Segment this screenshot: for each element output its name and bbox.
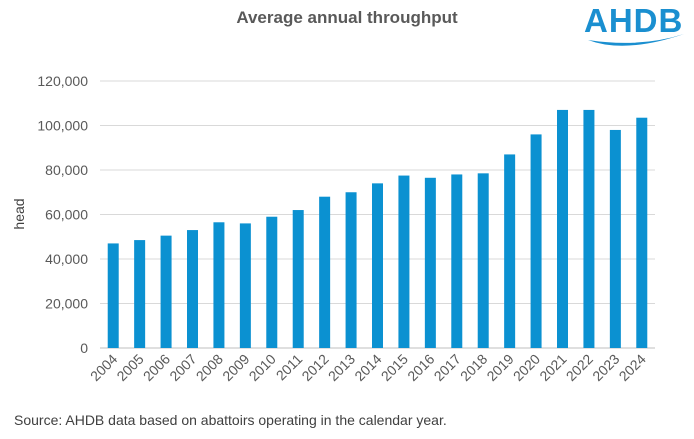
bar-2016 — [424, 177, 436, 348]
x-tick-label: 2017 — [431, 351, 464, 384]
bar-2005 — [134, 240, 146, 348]
bar-2013 — [345, 192, 357, 348]
logo-text: AHDB — [584, 2, 684, 39]
x-tick-label: 2023 — [589, 351, 622, 384]
bar-2020 — [530, 134, 542, 348]
x-tick-label: 2004 — [87, 351, 120, 384]
x-tick-label: 2012 — [298, 351, 331, 384]
y-tick-label: 20,000 — [45, 296, 88, 312]
x-tick-label: 2005 — [113, 351, 146, 384]
y-tick-label: 120,000 — [37, 73, 88, 89]
x-tick-label: 2009 — [219, 351, 252, 384]
x-tick-label: 2011 — [273, 351, 306, 384]
bar-2017 — [451, 174, 463, 348]
y-tick-label: 60,000 — [45, 207, 88, 223]
x-tick-label: 2008 — [193, 351, 226, 384]
x-tick-label: 2006 — [140, 351, 173, 384]
x-tick-label: 2019 — [483, 351, 516, 384]
bar-2015 — [398, 175, 410, 348]
x-tick-label: 2014 — [351, 351, 384, 384]
bar-2012 — [319, 196, 331, 348]
y-axis-label: head — [11, 198, 27, 229]
bar-2024 — [636, 117, 648, 349]
bar-2014 — [372, 183, 383, 348]
source-note: Source: AHDB data based on abattoirs ope… — [14, 412, 447, 428]
ahdb-logo: AHDB — [580, 2, 690, 52]
bar-2011 — [292, 210, 304, 348]
x-tick-label: 2024 — [616, 351, 649, 384]
bar-2021 — [557, 109, 568, 348]
x-tick-label: 2016 — [404, 351, 437, 384]
bar-2009 — [239, 223, 251, 348]
chart-title: Average annual throughput — [236, 8, 458, 27]
x-tick-label: 2022 — [563, 351, 596, 384]
x-tick-label: 2013 — [325, 351, 358, 384]
x-tick-label: 2010 — [246, 351, 279, 384]
bar-2022 — [583, 109, 595, 348]
y-tick-label: 40,000 — [45, 251, 88, 267]
y-tick-label: 0 — [80, 340, 88, 356]
bar-2008 — [213, 222, 225, 348]
bar-2006 — [160, 235, 172, 348]
y-tick-label: 80,000 — [45, 162, 88, 178]
x-tick-label: 2020 — [510, 351, 543, 384]
bar-2019 — [504, 154, 516, 348]
x-tick-label: 2007 — [166, 351, 199, 384]
x-tick-label: 2018 — [457, 351, 490, 384]
bar-2004 — [107, 243, 119, 348]
bar-2010 — [266, 216, 278, 348]
x-tick-label: 2021 — [536, 351, 569, 384]
bar-2023 — [609, 129, 621, 348]
y-tick-label: 100,000 — [37, 118, 88, 134]
bar-2018 — [477, 173, 489, 348]
bar-2007 — [187, 230, 198, 348]
x-tick-label: 2015 — [378, 351, 411, 384]
logo-wave-icon — [588, 34, 684, 46]
